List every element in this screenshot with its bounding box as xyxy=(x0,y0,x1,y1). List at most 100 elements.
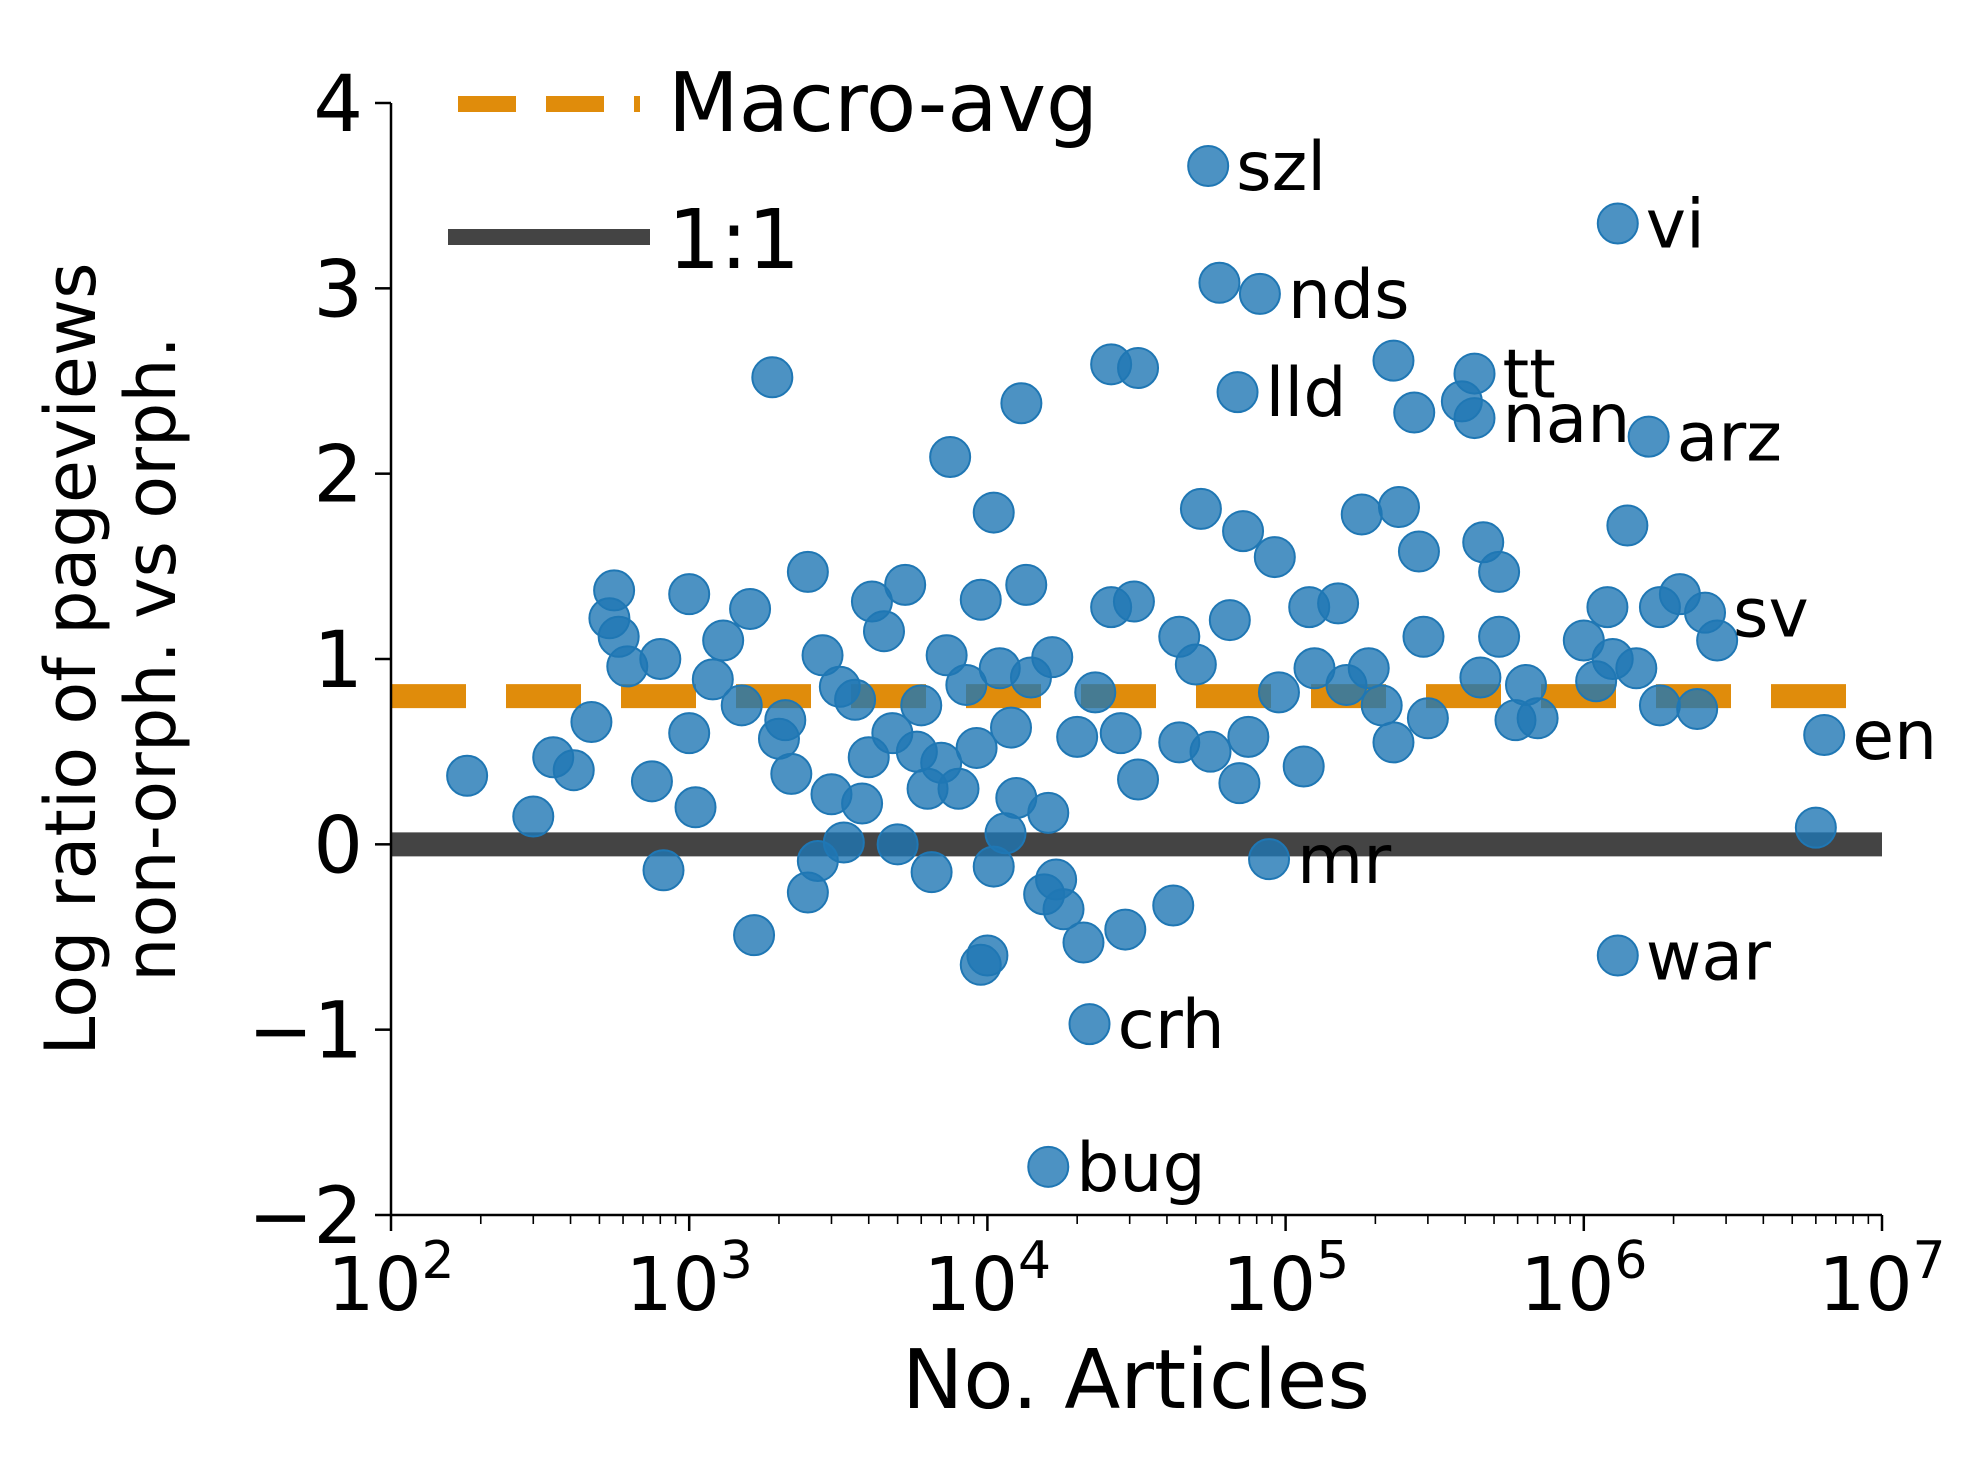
data-point xyxy=(668,573,711,616)
data-point xyxy=(1372,721,1415,764)
data-point xyxy=(786,550,829,593)
x-tick-label: 103 xyxy=(626,1231,753,1328)
data-point xyxy=(1360,684,1403,727)
data-point xyxy=(1478,615,1521,658)
y-tick-label: 1 xyxy=(313,616,363,706)
data-point xyxy=(1179,487,1222,530)
x-tick-label: 102 xyxy=(327,1231,454,1328)
data-point xyxy=(1000,382,1043,425)
data-point xyxy=(818,665,861,708)
data-point xyxy=(1104,908,1147,951)
data-point xyxy=(1397,530,1440,573)
reference-lines xyxy=(391,684,1882,857)
data-point xyxy=(978,647,1021,690)
data-point xyxy=(972,491,1015,534)
data-point xyxy=(862,610,905,653)
data-point xyxy=(1575,660,1618,703)
data-point xyxy=(674,786,717,829)
point-label-war: war xyxy=(1646,918,1771,997)
y-ticks: 4 3 2 1 0 −1 −2 xyxy=(248,60,391,1262)
y-tick-label: 2 xyxy=(313,431,363,521)
data-point xyxy=(925,634,968,677)
data-point xyxy=(1062,921,1105,964)
y-tick-label: 4 xyxy=(313,60,363,150)
data-point xyxy=(1117,347,1160,390)
data-point xyxy=(1596,934,1639,977)
data-point xyxy=(1152,884,1195,927)
data-point xyxy=(1440,380,1483,423)
data-point xyxy=(668,712,711,755)
data-point xyxy=(1627,415,1670,458)
data-point xyxy=(1216,371,1259,414)
data-point xyxy=(446,754,489,797)
point-label-crh: crh xyxy=(1118,986,1225,1065)
data-point xyxy=(751,356,794,399)
data-point xyxy=(639,638,682,680)
data-point xyxy=(1340,493,1383,536)
data-point xyxy=(597,615,640,658)
legend: Macro-avg 1:1 xyxy=(448,56,1098,288)
x-tick-label: 105 xyxy=(1222,1231,1349,1328)
data-point xyxy=(1222,510,1265,553)
point-label-szl: szl xyxy=(1236,128,1326,207)
point-label-en: en xyxy=(1852,697,1937,776)
data-point xyxy=(1027,1145,1070,1188)
data-point xyxy=(1174,643,1217,686)
data-point xyxy=(1068,1003,1111,1046)
data-point xyxy=(1803,713,1846,756)
point-label-nds: nds xyxy=(1288,256,1410,335)
data-point xyxy=(691,658,734,701)
data-point xyxy=(1372,339,1415,382)
y-tick-label: 3 xyxy=(313,245,363,335)
data-point xyxy=(1282,745,1325,788)
data-point xyxy=(1005,563,1048,606)
data-point xyxy=(1406,697,1449,740)
data-point xyxy=(1099,712,1142,755)
y-axis-label: Log ratio of pageviews non-orph. vs orph… xyxy=(30,262,192,1055)
data-point xyxy=(702,619,745,662)
data-point xyxy=(822,821,865,864)
data-point xyxy=(966,934,1009,977)
data-point xyxy=(1317,582,1360,625)
data-point xyxy=(1478,550,1521,593)
legend-macro-avg-label: Macro-avg xyxy=(668,56,1098,151)
data-point xyxy=(1257,671,1300,714)
data-point xyxy=(552,749,595,792)
data-point xyxy=(570,701,613,744)
y-tick-label: 0 xyxy=(313,801,363,891)
x-tick-label: 106 xyxy=(1520,1231,1647,1328)
data-point xyxy=(900,684,943,727)
point-label-arz: arz xyxy=(1677,399,1782,478)
data-point xyxy=(1227,715,1270,758)
data-point xyxy=(729,587,772,630)
data-point xyxy=(1794,806,1837,849)
data-point xyxy=(764,699,807,742)
data-point xyxy=(1638,684,1681,727)
data-point xyxy=(630,760,673,803)
point-label-sv: sv xyxy=(1733,575,1809,654)
data-point xyxy=(733,914,776,957)
data-point xyxy=(929,435,972,478)
data-point xyxy=(1459,656,1502,699)
data-point xyxy=(945,663,988,706)
x-ticks: 102 103 104 105 106 107 xyxy=(327,1215,1946,1328)
data-point xyxy=(1208,599,1251,642)
data-point xyxy=(1638,586,1681,629)
data-point xyxy=(1198,261,1241,304)
data-point xyxy=(984,812,1027,855)
point-label-lld: lld xyxy=(1266,354,1347,433)
data-point xyxy=(910,851,953,894)
data-point xyxy=(720,684,763,727)
data-point xyxy=(1042,888,1085,931)
data-point xyxy=(1505,663,1548,706)
data-point xyxy=(1293,647,1336,690)
data-point xyxy=(1187,145,1230,188)
point-label-tt: tt xyxy=(1503,336,1556,415)
data-point xyxy=(1253,536,1296,579)
data-point xyxy=(1112,580,1155,623)
data-points xyxy=(446,145,1846,1188)
legend-one-to-one-label: 1:1 xyxy=(668,193,800,288)
data-point xyxy=(1056,715,1099,758)
data-point xyxy=(959,578,1002,621)
